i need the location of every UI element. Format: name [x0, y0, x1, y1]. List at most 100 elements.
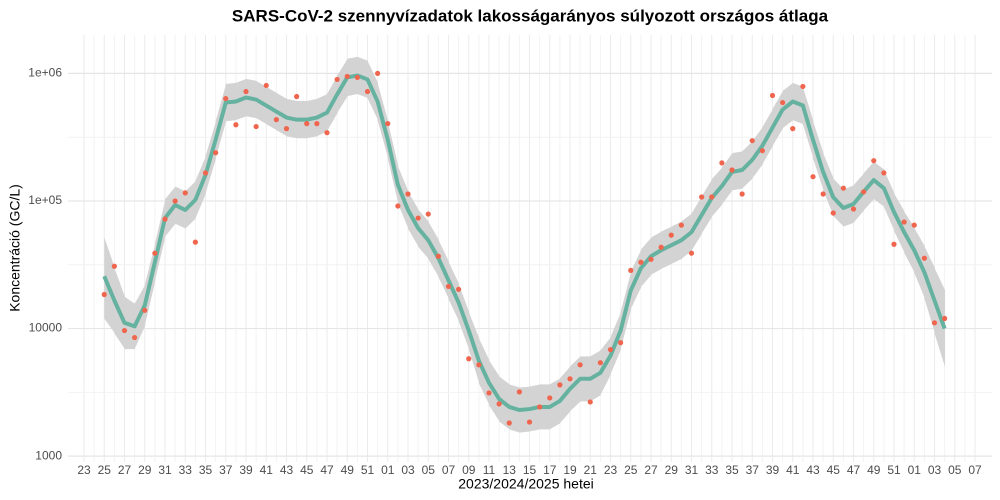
x-tick-label: 15 — [523, 463, 537, 477]
x-tick-label: 49 — [867, 463, 881, 477]
data-point — [354, 74, 360, 81]
x-tick-label: 03 — [928, 463, 942, 477]
data-point — [628, 267, 634, 273]
data-point — [152, 250, 158, 256]
x-tick-label: 01 — [381, 463, 395, 477]
data-point — [344, 73, 350, 80]
x-tick-label: 25 — [98, 463, 112, 477]
data-point — [445, 283, 452, 290]
x-tick-label: 23 — [77, 463, 91, 477]
data-point — [820, 191, 826, 197]
data-point — [142, 307, 148, 313]
data-point — [395, 203, 401, 209]
data-point — [597, 360, 603, 366]
x-tick-label: 25 — [624, 463, 638, 477]
data-point — [607, 347, 614, 353]
x-tick-label: 05 — [422, 463, 436, 477]
data-point — [435, 253, 441, 259]
data-point — [780, 99, 786, 106]
data-point — [385, 121, 391, 127]
data-point — [132, 334, 138, 341]
data-point — [577, 362, 583, 368]
data-point — [253, 123, 259, 130]
data-point — [790, 126, 796, 132]
y-tick-label: 10000 — [29, 321, 63, 335]
data-point — [567, 376, 573, 382]
data-point — [719, 160, 725, 166]
x-tick-label: 43 — [806, 463, 820, 477]
data-point — [810, 174, 816, 180]
x-tick-label: 51 — [887, 463, 901, 477]
data-point — [486, 390, 492, 396]
data-point — [587, 399, 593, 405]
data-point — [668, 232, 674, 238]
data-point — [375, 70, 381, 77]
data-point — [415, 215, 421, 221]
data-point — [840, 185, 846, 191]
data-point — [476, 362, 482, 368]
data-point — [618, 340, 624, 346]
data-point — [506, 420, 512, 426]
y-tick-label: 1e+06 — [28, 66, 62, 80]
data-point — [729, 167, 735, 173]
data-point — [658, 244, 664, 250]
data-point — [101, 291, 107, 298]
data-point — [405, 191, 411, 197]
y-tick-label: 1e+05 — [28, 193, 62, 207]
x-axis-title: 2023/2024/2025 hetei — [458, 476, 593, 492]
data-point — [364, 88, 371, 95]
x-tick-label: 09 — [462, 463, 476, 477]
x-tick-label: 03 — [401, 463, 415, 477]
x-tick-label: 17 — [543, 463, 557, 477]
x-tick-label: 45 — [300, 463, 314, 477]
x-tick-label: 47 — [320, 463, 334, 477]
data-point — [800, 83, 806, 90]
x-tick-label: 13 — [503, 463, 517, 477]
x-tick-label: 47 — [847, 463, 861, 477]
x-tick-label: 45 — [827, 463, 841, 477]
x-tick-label: 05 — [948, 463, 962, 477]
data-point — [213, 150, 219, 156]
y-axis-title: Koncentráció (GC/L) — [7, 184, 23, 312]
data-point — [921, 255, 927, 261]
x-tick-label: 41 — [786, 463, 800, 477]
x-tick-label: 49 — [341, 463, 355, 477]
x-tick-label: 31 — [685, 463, 699, 477]
data-point — [547, 395, 553, 401]
chart-title: SARS-CoV-2 szennyvízadatok lakosságarány… — [232, 6, 829, 25]
x-tick-label: 01 — [908, 463, 922, 477]
data-point — [263, 82, 269, 89]
data-point — [273, 117, 279, 123]
data-point — [496, 401, 502, 407]
data-point — [324, 130, 330, 136]
trend-line — [102, 73, 947, 413]
x-tick-label: 41 — [260, 463, 274, 477]
x-tick-label: 33 — [179, 463, 193, 477]
x-tick-label: 31 — [158, 463, 172, 477]
x-tick-label: 43 — [280, 463, 294, 477]
x-tick-label: 37 — [219, 463, 233, 477]
data-point — [901, 219, 907, 225]
x-tick-label: 51 — [361, 463, 375, 477]
data-point — [233, 122, 239, 128]
data-point — [709, 194, 715, 200]
data-point — [283, 126, 290, 132]
data-point — [334, 76, 340, 83]
data-point — [759, 148, 765, 154]
x-tick-label: 35 — [725, 463, 739, 477]
data-point — [182, 190, 188, 196]
data-point — [739, 191, 745, 197]
x-tick-label: 39 — [766, 463, 780, 477]
x-tick-label: 35 — [199, 463, 213, 477]
data-point — [111, 263, 117, 269]
data-point — [516, 389, 522, 395]
data-point — [638, 259, 644, 265]
data-point — [942, 315, 948, 322]
x-tick-label: 07 — [442, 463, 456, 477]
data-point — [557, 382, 563, 388]
data-point — [861, 189, 867, 195]
x-tick-label: 27 — [118, 463, 132, 477]
data-point — [881, 170, 887, 176]
data-point — [243, 88, 249, 95]
x-tick-label: 21 — [584, 463, 598, 477]
